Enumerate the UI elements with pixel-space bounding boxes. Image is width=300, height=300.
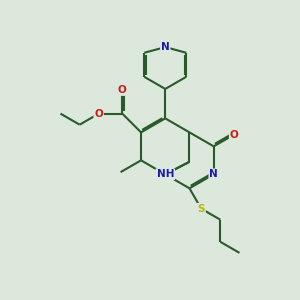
Text: S: S	[197, 204, 205, 214]
Text: N: N	[161, 42, 170, 52]
Text: NH: NH	[157, 169, 174, 179]
Text: O: O	[230, 130, 239, 140]
Text: N: N	[209, 169, 218, 179]
Text: O: O	[118, 85, 127, 95]
Text: O: O	[94, 109, 103, 118]
Text: NH: NH	[157, 169, 174, 179]
